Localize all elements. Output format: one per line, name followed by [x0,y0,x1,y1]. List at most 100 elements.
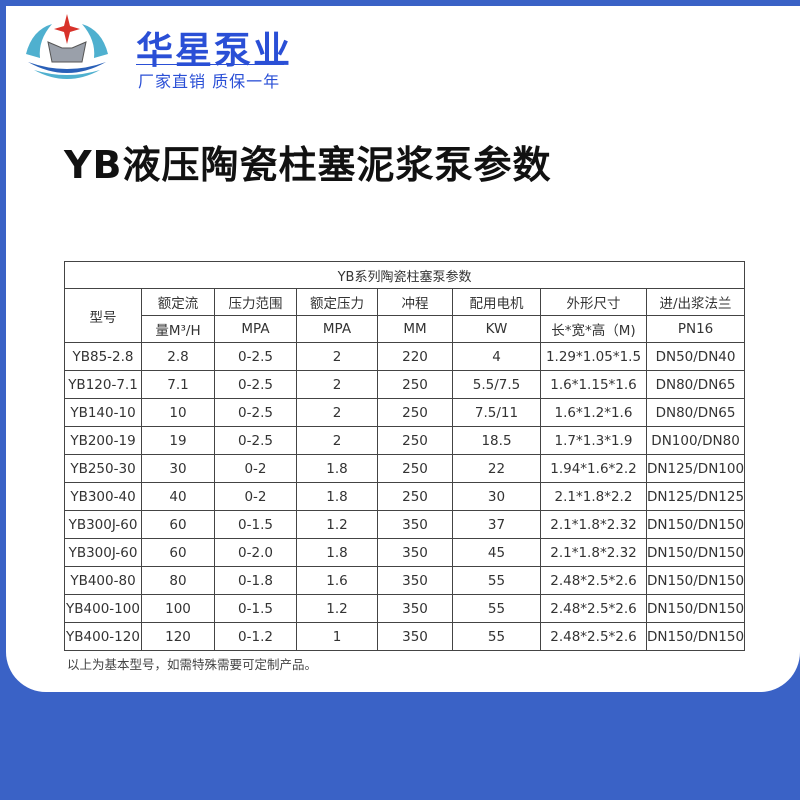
header-row-units: 量M³/H MPA MPA MM KW 长*宽*高（M) PN16 [65,315,746,343]
header-row: 型号 额定流 压力范围 额定压力 冲程 配用电机 外形尺寸 进/出浆法兰 [64,288,746,343]
table-cell: 220 [377,342,453,371]
table-cell: 4 [452,342,541,371]
table-cell: YB85-2.8 [64,342,142,371]
table-cell: 0-1.5 [214,510,297,539]
table-cell: YB140-10 [64,398,142,427]
parameter-table: YB系列陶瓷柱塞泵参数 型号 额定流 压力范围 额定压力 冲程 配用电机 外形尺寸 进/出浆法… [63,261,746,651]
table-cell: 5.5/7.5 [452,370,541,399]
table-cell: 1.2 [296,594,378,623]
table-cell: 2.1*1.8*2.32 [540,538,647,567]
table-cell: 1.7*1.3*1.9 [540,426,647,455]
table-cell: YB120-7.1 [64,370,142,399]
table-cell: 250 [377,454,453,483]
header-cell: 额定压力 [296,288,378,316]
table-cell: 250 [377,370,453,399]
table-row: YB140-10 10 0-2.5 2 250 7.5/11 1.6*1.2*1.6 DN80… [64,398,746,427]
table-row: YB400-100 100 0-1.5 1.2 350 55 2.48*2.5*2.6 DN1… [64,594,746,623]
brand-name: 华星泵业 [136,29,292,72]
table-cell: 0-2 [214,482,297,511]
table-cell: 1.8 [296,538,378,567]
table-cell: 0-2.5 [214,426,297,455]
table-cell: YB200-19 [64,426,142,455]
table-cell: 1.6 [296,566,378,595]
table-cell: YB300-40 [64,482,142,511]
header-cell: 型号 [64,288,142,343]
table-cell: DN150/DN150 [645,566,746,595]
table-row: YB400-120 120 0-1.2 1 350 55 2.48*2.5*2.6 DN150… [64,622,746,651]
table-cell: 60 [141,538,215,567]
header-cell: PN16 [645,315,746,343]
table-cell: 2 [296,342,378,371]
table-cell: DN100/DN80 [645,426,746,455]
table-cell: 60 [141,510,215,539]
header-cell: MM [377,315,453,343]
table-cell: 1.94*1.6*2.2 [540,454,647,483]
table-cell: DN150/DN150 [645,594,746,623]
table-cell: 250 [377,426,453,455]
table-cell: 10 [141,398,215,427]
table-cell: YB400-80 [64,566,142,595]
table-cell: 1 [296,622,378,651]
table-cell: YB300J-60 [64,510,142,539]
table-cell: 2.8 [141,342,215,371]
table-cell: 0-1.5 [214,594,297,623]
table-cell: DN150/DN150 [645,510,746,539]
table-cell: YB400-120 [64,622,142,651]
table-cell: 350 [377,538,453,567]
table-cell: 2.1*1.8*2.32 [540,510,647,539]
page-title: YB液压陶瓷柱塞泥浆泵参数 [64,143,552,187]
table-row: YB85-2.8 2.8 0-2.5 2 220 4 1.29*1.05*1.5 DN50/D… [64,342,746,371]
table-cell: 250 [377,398,453,427]
header-cell: 压力范围 [214,288,297,316]
table-row: YB120-7.1 7.1 0-2.5 2 250 5.5/7.5 1.6*1.15*1.6… [64,370,746,399]
table-cell: 80 [141,566,215,595]
table-row: YB250-30 30 0-2 1.8 250 22 1.94*1.6*2.2 DN125/D… [64,454,746,483]
table-cell: 250 [377,482,453,511]
table-cell: DN80/DN65 [645,370,746,399]
table-cell: 2.1*1.8*2.2 [540,482,647,511]
table-cell: 2.48*2.5*2.6 [540,622,647,651]
table-cell: 2 [296,426,378,455]
table-cell: 350 [377,566,453,595]
footnote: 以上为基本型号，如需特殊需要可定制产品。 [67,657,318,672]
table-cell: 0-1.2 [214,622,297,651]
table-cell: 19 [141,426,215,455]
table-cell: 0-1.8 [214,566,297,595]
header-cell: MPA [214,315,297,343]
table-cell: DN80/DN65 [645,398,746,427]
table-cell: 55 [452,594,541,623]
table-cell: YB300J-60 [64,538,142,567]
table-cell: YB250-30 [64,454,142,483]
header-cell: 冲程 [377,288,453,316]
table-cell: 2 [296,398,378,427]
table-cell: 30 [141,454,215,483]
table-cell: 55 [452,622,541,651]
header-cell: 量M³/H [141,315,215,343]
table-cell: 1.6*1.15*1.6 [540,370,647,399]
brand-slogan: 厂家直销 质保一年 [138,72,281,91]
table-row: YB300-40 40 0-2 1.8 250 30 2.1*1.8*2.2 DN125/DN… [64,482,746,511]
table-cell: 18.5 [452,426,541,455]
header-cell: 额定流 [141,288,215,316]
table-caption: YB系列陶瓷柱塞泵参数 [63,261,746,289]
table-cell: 0-2.5 [214,370,297,399]
table-cell: 0-2.5 [214,398,297,427]
table-cell: 0-2.5 [214,342,297,371]
table-cell: DN50/DN40 [645,342,746,371]
table-cell: 1.8 [296,454,378,483]
table-cell: 1.2 [296,510,378,539]
table-cell: 7.5/11 [452,398,541,427]
table-cell: DN125/DN100 [645,454,746,483]
table-cell: 55 [452,566,541,595]
header-cell: KW [452,315,541,343]
table-cell: 350 [377,510,453,539]
table-cell: 22 [452,454,541,483]
table-cell: 2.48*2.5*2.6 [540,566,647,595]
table-cell: 7.1 [141,370,215,399]
table-cell: 1.8 [296,482,378,511]
table-cell: 100 [141,594,215,623]
table-cell: 2 [296,370,378,399]
table-cell: DN150/DN150 [645,538,746,567]
table-cell: 120 [141,622,215,651]
header-cell: MPA [296,315,378,343]
